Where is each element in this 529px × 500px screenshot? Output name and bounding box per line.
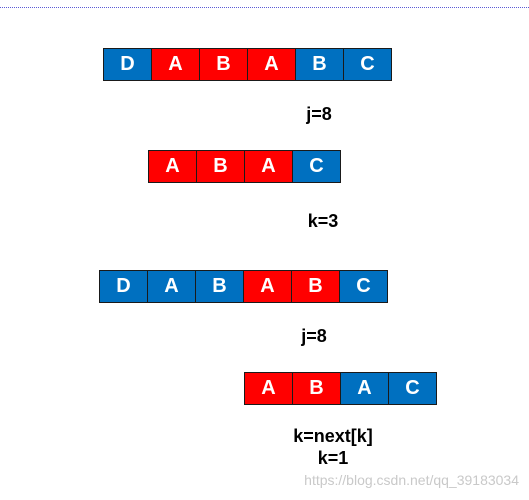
letter-cell: A <box>340 372 389 405</box>
letter-cell: A <box>243 270 292 303</box>
letter-cell: C <box>292 150 341 183</box>
letter-cell: A <box>151 48 200 81</box>
letter-cell: C <box>343 48 392 81</box>
letter-cell: B <box>295 48 344 81</box>
letter-cell: B <box>292 372 341 405</box>
letter-cell: B <box>199 48 248 81</box>
letter-cell: D <box>103 48 152 81</box>
letter-cell: D <box>99 270 148 303</box>
letter-cell: A <box>247 48 296 81</box>
k-label-next: k=next[k] <box>293 426 373 446</box>
letter-cell: B <box>195 270 244 303</box>
letter-cell: A <box>244 150 293 183</box>
letter-cell: A <box>148 150 197 183</box>
k-label-2: k=1 <box>317 448 349 468</box>
j-label-2: j=8 <box>301 326 327 346</box>
letter-cell: C <box>388 372 437 405</box>
letter-cell: A <box>244 372 293 405</box>
watermark-text: https://blog.csdn.net/qq_39183034 <box>304 472 519 488</box>
j-label-1: j=8 <box>306 104 332 124</box>
letter-cell: B <box>196 150 245 183</box>
top-dotted-border <box>0 7 529 8</box>
letter-cell: C <box>339 270 388 303</box>
letter-cell: A <box>147 270 196 303</box>
k-label-1: k=3 <box>307 211 339 231</box>
letter-cell: B <box>291 270 340 303</box>
